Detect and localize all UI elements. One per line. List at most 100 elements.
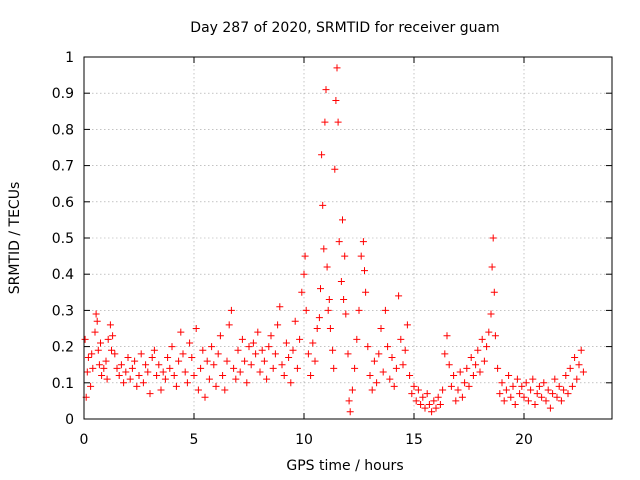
- data-point: [267, 332, 275, 340]
- data-point: [447, 382, 455, 390]
- data-point: [139, 379, 147, 387]
- data-point: [159, 368, 167, 376]
- data-point: [403, 321, 411, 329]
- y-tick-label: 0.7: [52, 159, 74, 175]
- y-tick-label: 0.5: [52, 231, 74, 247]
- data-point: [553, 393, 561, 401]
- data-point: [254, 328, 262, 336]
- data-point: [579, 368, 587, 376]
- data-point: [339, 216, 346, 224]
- y-tick-label: 1: [65, 50, 74, 66]
- data-point: [320, 245, 328, 253]
- data-point: [412, 397, 420, 405]
- data-point: [318, 151, 326, 159]
- data-point: [494, 364, 502, 372]
- x-tick-label: 10: [295, 432, 313, 448]
- data-point: [344, 350, 352, 358]
- data-point: [500, 397, 508, 405]
- data-point: [557, 397, 565, 405]
- data-point: [423, 390, 431, 398]
- data-point: [146, 390, 154, 398]
- data-point: [480, 357, 488, 365]
- data-point: [293, 364, 301, 372]
- data-point: [474, 346, 482, 354]
- data-point: [513, 375, 521, 383]
- data-point: [298, 288, 306, 296]
- data-point: [84, 353, 92, 361]
- data-point: [91, 328, 99, 336]
- data-point: [153, 372, 161, 380]
- data-point: [300, 270, 308, 278]
- data-point: [236, 368, 244, 376]
- data-point: [335, 238, 343, 246]
- data-point: [98, 372, 106, 380]
- data-point: [421, 404, 429, 412]
- data-point: [302, 306, 310, 314]
- data-point: [527, 386, 535, 394]
- data-point: [496, 390, 504, 398]
- data-point: [144, 368, 152, 376]
- data-point: [555, 382, 563, 390]
- data-point: [361, 267, 368, 275]
- data-point: [223, 357, 231, 365]
- data-point: [89, 364, 97, 372]
- data-point: [212, 382, 220, 390]
- data-point: [507, 393, 515, 401]
- data-point: [192, 325, 200, 332]
- data-point: [172, 382, 180, 390]
- data-point: [319, 201, 327, 209]
- data-point: [373, 379, 381, 387]
- data-point: [575, 361, 583, 369]
- data-point: [428, 408, 436, 416]
- data-point: [430, 397, 438, 405]
- data-point: [315, 314, 323, 322]
- data-point: [100, 364, 108, 372]
- data-point: [465, 382, 473, 390]
- data-point: [432, 404, 440, 412]
- x-axis-label: GPS time / hours: [286, 458, 403, 474]
- data-point: [106, 321, 114, 329]
- data-point: [488, 263, 496, 271]
- data-point: [190, 372, 198, 380]
- data-point: [476, 368, 484, 376]
- data-point: [549, 390, 557, 398]
- data-point: [201, 393, 209, 401]
- y-tick-label: 0.2: [52, 340, 74, 356]
- data-point: [540, 379, 548, 387]
- data-point: [370, 357, 378, 365]
- data-point: [115, 372, 123, 380]
- data-point: [397, 335, 405, 343]
- data-point: [355, 306, 363, 314]
- y-tick-label: 0.8: [52, 122, 74, 138]
- data-point: [489, 234, 497, 242]
- data-point: [538, 393, 546, 401]
- data-point: [417, 401, 425, 409]
- data-point: [332, 96, 340, 104]
- data-point: [472, 361, 480, 369]
- data-point: [241, 357, 249, 365]
- data-point: [388, 353, 396, 361]
- y-tick-label: 0.4: [52, 267, 74, 283]
- data-point: [441, 350, 449, 358]
- data-point: [203, 357, 211, 365]
- data-point: [83, 368, 91, 376]
- data-point: [445, 361, 453, 369]
- data-point: [458, 393, 466, 401]
- data-point: [301, 252, 309, 260]
- data-point: [491, 332, 499, 340]
- data-point: [194, 386, 202, 394]
- x-tick-label: 5: [190, 432, 199, 448]
- data-point: [157, 386, 165, 394]
- data-point: [87, 382, 95, 390]
- data-point: [133, 382, 141, 390]
- y-tick-label: 0.1: [52, 376, 74, 392]
- data-point: [179, 350, 187, 358]
- data-point: [485, 328, 493, 336]
- data-point: [467, 353, 475, 361]
- data-point: [461, 379, 469, 387]
- chart-title: Day 287 of 2020, SRMTID for receiver gua…: [190, 20, 499, 36]
- data-point: [168, 343, 176, 351]
- data-point: [274, 321, 282, 329]
- data-point: [359, 238, 367, 246]
- data-point: [137, 350, 145, 358]
